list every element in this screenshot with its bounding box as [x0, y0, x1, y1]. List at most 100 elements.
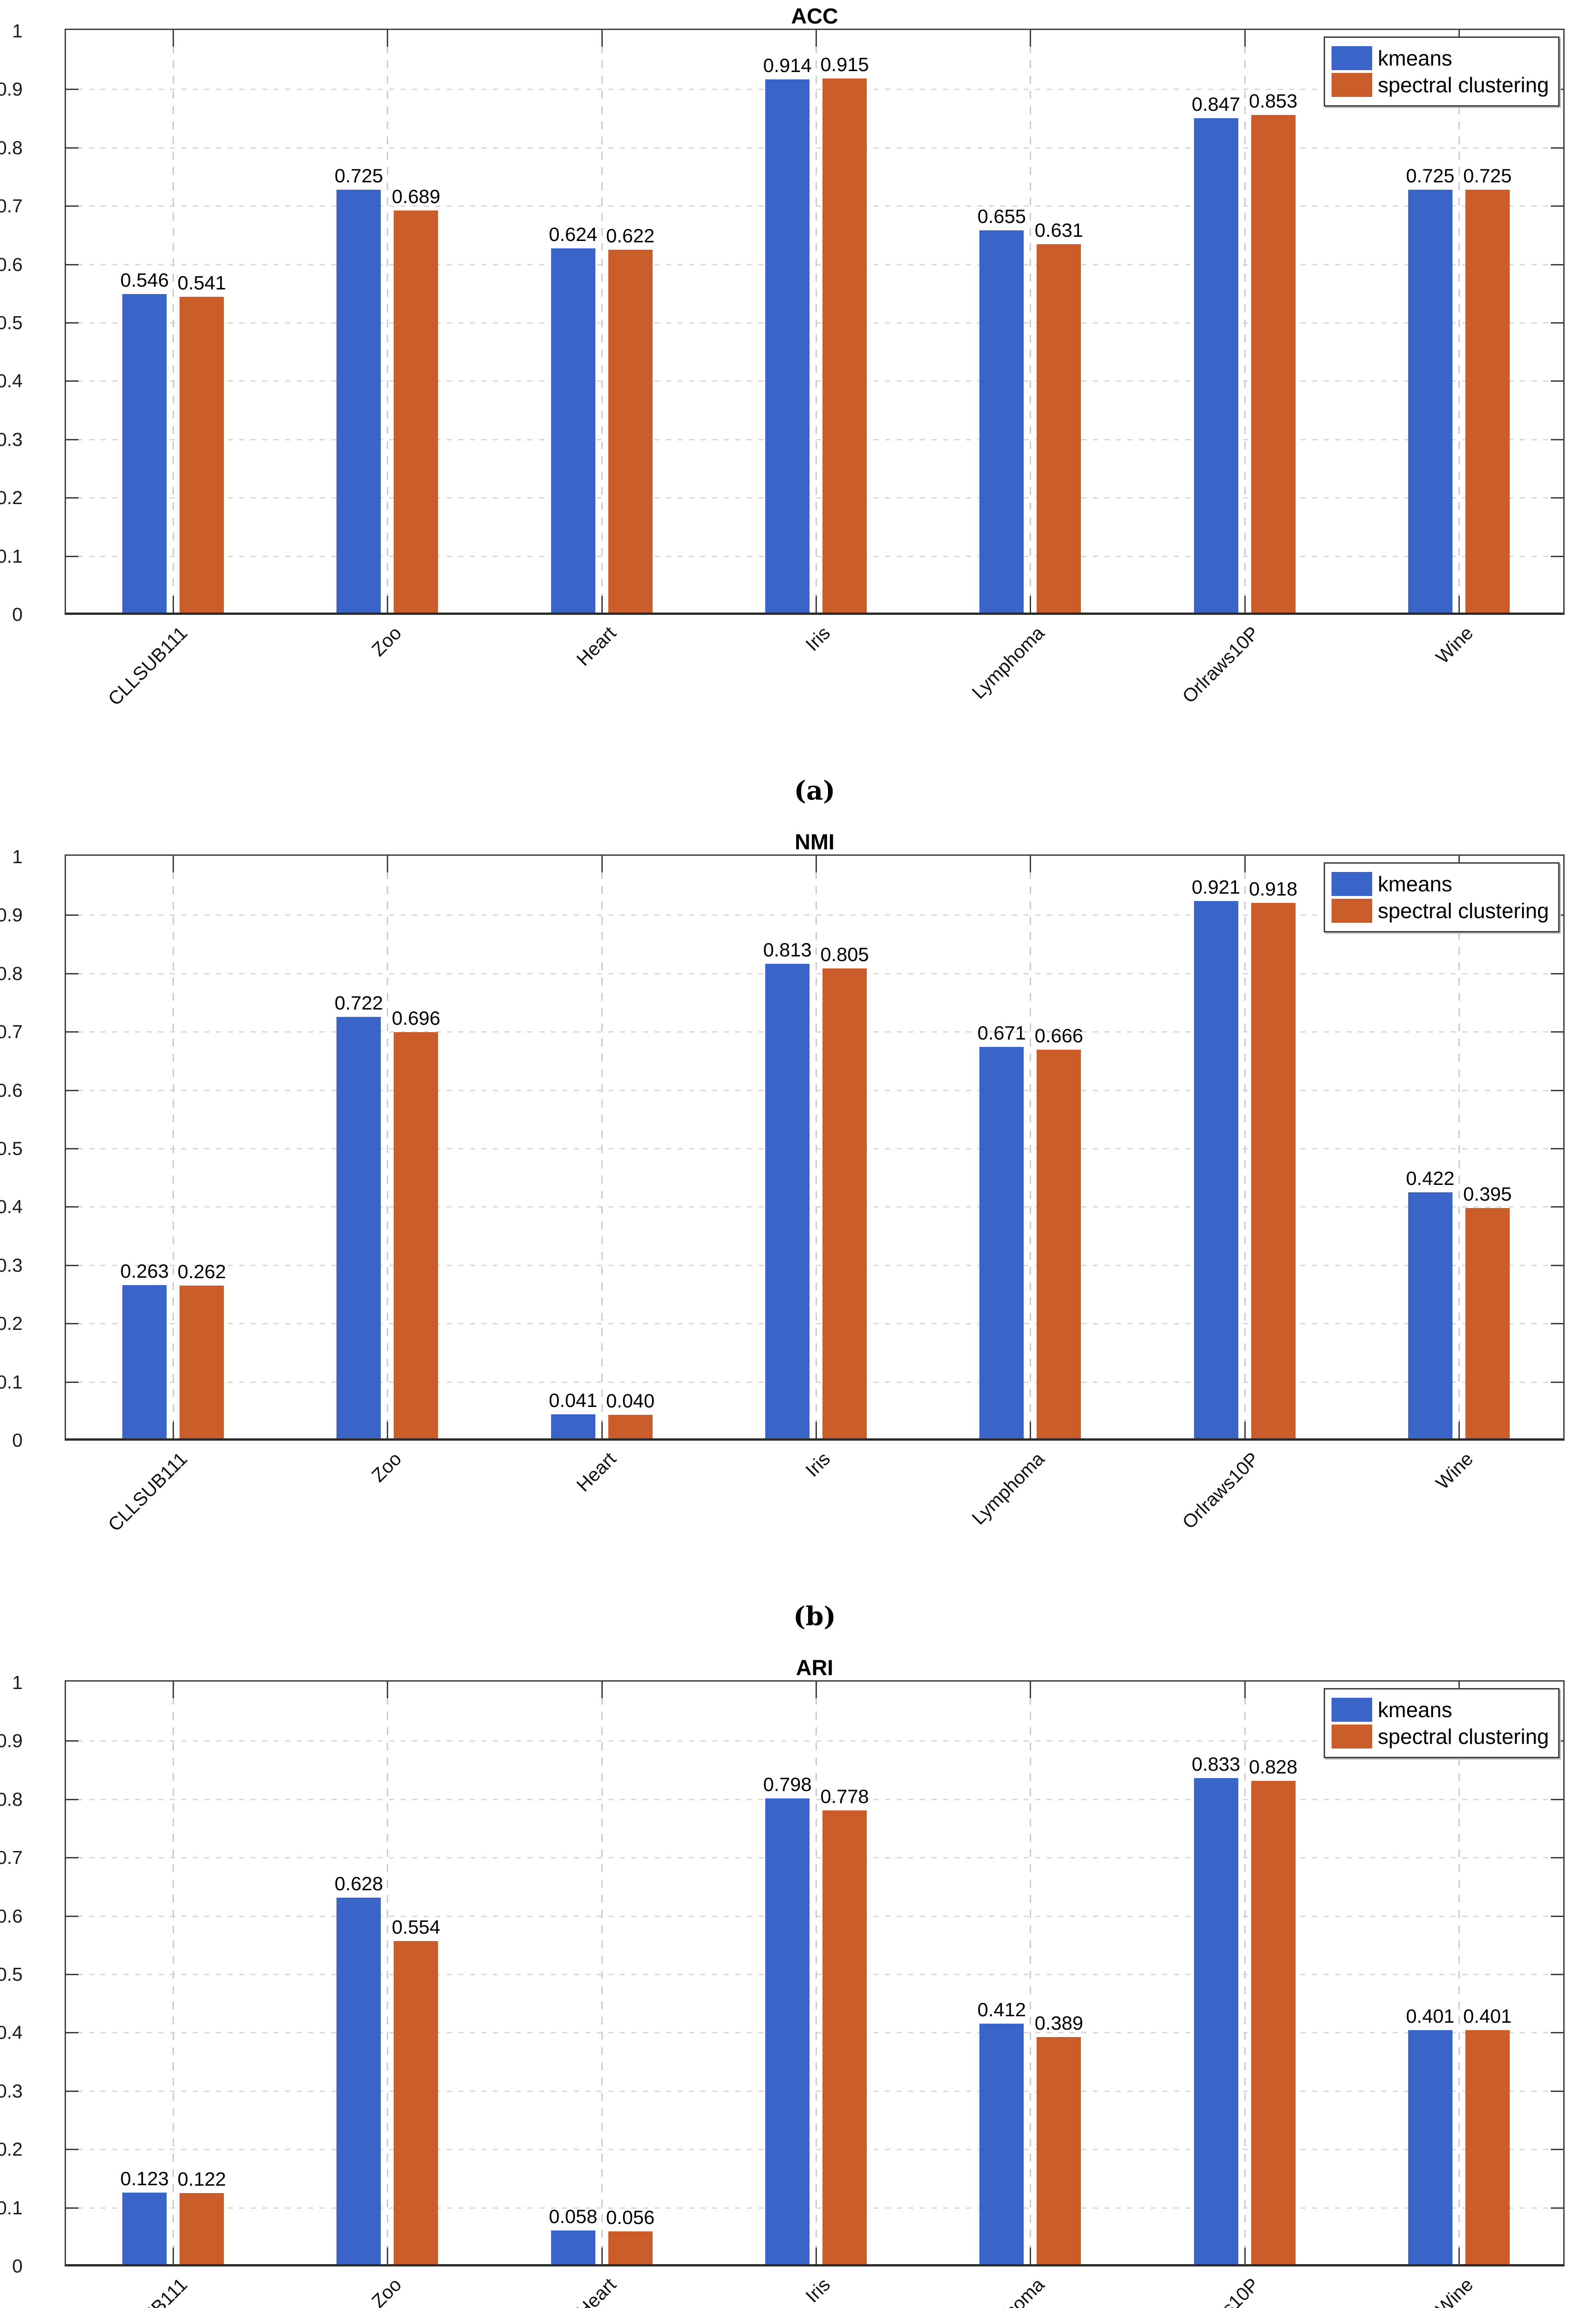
- y-tick-mark-right: [1551, 555, 1563, 557]
- x-category-label-CLLSUB111: CLLSUB111: [104, 2274, 192, 2308]
- gridline-vertical: [1458, 1682, 1460, 2264]
- bar-spectral-CLLSUB111: [180, 1285, 224, 1438]
- y-tick-label: 1: [12, 1672, 23, 1693]
- gridline-horizontal: [66, 497, 1563, 499]
- bar-spectral-Zoo: [394, 1032, 438, 1438]
- x-tick-mark-top: [173, 856, 174, 872]
- gridline-horizontal: [66, 1264, 1563, 1266]
- y-tick-label: 0.5: [0, 312, 23, 333]
- legend-label: spectral clustering: [1378, 73, 1549, 97]
- bar-value-label: 0.918: [1249, 878, 1298, 900]
- bar-kmeans-Heart: [551, 2230, 595, 2264]
- x-category-label-CLLSUB111: CLLSUB111: [104, 622, 192, 710]
- y-tick-mark-left: [66, 1089, 78, 1091]
- x-category-label-Heart: Heart: [572, 622, 620, 670]
- y-tick-label: 0.8: [0, 962, 23, 984]
- x-tick-mark-top: [387, 30, 389, 47]
- gridline-vertical: [1030, 856, 1032, 1438]
- y-tick-mark-left: [66, 2207, 78, 2209]
- bar-kmeans-Orlraws10P: [1194, 901, 1238, 1438]
- x-category-label-Zoo: Zoo: [367, 1448, 406, 1486]
- x-tick-mark-bottom: [1458, 2248, 1460, 2264]
- legend-swatch-kmeans: [1332, 46, 1373, 70]
- bar-kmeans-Iris: [765, 964, 810, 1438]
- x-tick-mark-bottom: [1030, 2248, 1032, 2264]
- gridline-vertical: [1244, 856, 1246, 1438]
- figure-acc: ACC 0 0.1 0.2 0.3 0.4 0.5 0.6 0.7 0.8 0.9 1 0.546 0.…: [0, 0, 1596, 826]
- bar-spectral-Zoo: [394, 210, 438, 613]
- x-tick-mark-top: [1244, 856, 1246, 872]
- gridline-vertical: [816, 856, 817, 1438]
- y-tick-mark-right: [1551, 2207, 1563, 2209]
- bar-value-label: 0.847: [1192, 93, 1241, 115]
- x-tick-mark-bottom: [387, 1422, 389, 1438]
- y-tick-label: 1: [12, 20, 23, 42]
- y-tick-label: 0.6: [0, 1905, 23, 1927]
- bar-kmeans-Orlraws10P: [1194, 1778, 1238, 2264]
- legend: kmeans spectral clustering: [1324, 1688, 1560, 1758]
- gridline-horizontal: [66, 1381, 1563, 1383]
- x-tick-mark-top: [816, 856, 817, 872]
- y-tick-mark-left: [66, 1915, 78, 1917]
- y-tick-mark-left: [66, 497, 78, 499]
- x-category-label-Iris: Iris: [801, 622, 834, 655]
- bar-value-label: 0.696: [391, 1007, 440, 1029]
- x-category-label-Orlraws10P: Orlraws10P: [1178, 622, 1263, 707]
- bar-kmeans-Lymphoma: [979, 1046, 1024, 1438]
- y-tick-mark-left: [66, 1206, 78, 1208]
- bar-spectral-Orlraws10P: [1251, 1781, 1296, 2264]
- bar-value-label: 0.401: [1463, 2005, 1512, 2027]
- y-tick-mark-left: [66, 264, 78, 265]
- bar-spectral-Iris: [822, 968, 867, 1438]
- y-tick-mark-left: [66, 973, 78, 974]
- gridline-vertical: [601, 30, 603, 613]
- y-tick-mark-right: [1551, 2032, 1563, 2034]
- x-category-label-Iris: Iris: [801, 1448, 834, 1481]
- legend-label: spectral clustering: [1378, 1725, 1549, 1749]
- legend: kmeans spectral clustering: [1324, 36, 1560, 107]
- gridline-horizontal: [66, 2207, 1563, 2209]
- legend-item: kmeans: [1332, 1698, 1549, 1722]
- figure-nmi: NMI 0 0.1 0.2 0.3 0.4 0.5 0.6 0.7 0.8 0.9 1 0.263 0.…: [0, 826, 1596, 1652]
- y-tick-mark-left: [66, 1381, 78, 1383]
- legend-item: spectral clustering: [1332, 1725, 1549, 1749]
- gridline-vertical: [387, 30, 389, 613]
- legend-swatch-spectral-clustering: [1332, 1725, 1373, 1749]
- bar-spectral-Wine: [1465, 2030, 1510, 2264]
- y-tick-label: 0.7: [0, 1847, 23, 1869]
- x-tick-mark-top: [387, 856, 389, 872]
- gridline-horizontal: [66, 380, 1563, 382]
- y-tick-mark-left: [66, 914, 78, 916]
- legend-item: spectral clustering: [1332, 899, 1549, 923]
- gridline-horizontal: [66, 1089, 1563, 1091]
- bar-kmeans-Wine: [1408, 2030, 1452, 2264]
- y-tick-label: 0.1: [0, 2197, 23, 2218]
- bar-value-label: 0.040: [606, 1390, 655, 1412]
- x-tick-mark-top: [173, 30, 174, 47]
- y-tick-mark-left: [66, 555, 78, 557]
- bar-spectral-CLLSUB111: [180, 2193, 224, 2264]
- bar-value-label: 0.828: [1249, 1756, 1298, 1778]
- y-tick-mark-left: [66, 2090, 78, 2092]
- gridline-horizontal: [66, 205, 1563, 207]
- y-tick-label: 0.5: [0, 1138, 23, 1159]
- y-tick-mark-left: [66, 147, 78, 149]
- bar-value-label: 0.395: [1463, 1183, 1512, 1205]
- x-tick-mark-top: [1244, 1682, 1246, 1698]
- x-tick-mark-bottom: [173, 1422, 174, 1438]
- y-tick-mark-right: [1551, 322, 1563, 324]
- x-tick-mark-bottom: [601, 1422, 603, 1438]
- x-tick-mark-top: [1244, 30, 1246, 47]
- x-tick-mark-bottom: [1244, 2248, 1246, 2264]
- gridline-horizontal: [66, 1974, 1563, 1975]
- x-category-label-Zoo: Zoo: [367, 622, 406, 661]
- bar-value-label: 0.725: [334, 164, 383, 186]
- bar-value-label: 0.624: [549, 223, 598, 246]
- x-tick-mark-top: [1030, 856, 1032, 872]
- bar-value-label: 0.122: [177, 2168, 226, 2190]
- y-tick-label: 0: [12, 604, 23, 625]
- legend-label: kmeans: [1378, 1698, 1452, 1722]
- bar-kmeans-CLLSUB111: [122, 1285, 167, 1438]
- y-tick-mark-right: [1551, 2090, 1563, 2092]
- bar-value-label: 0.689: [391, 186, 440, 208]
